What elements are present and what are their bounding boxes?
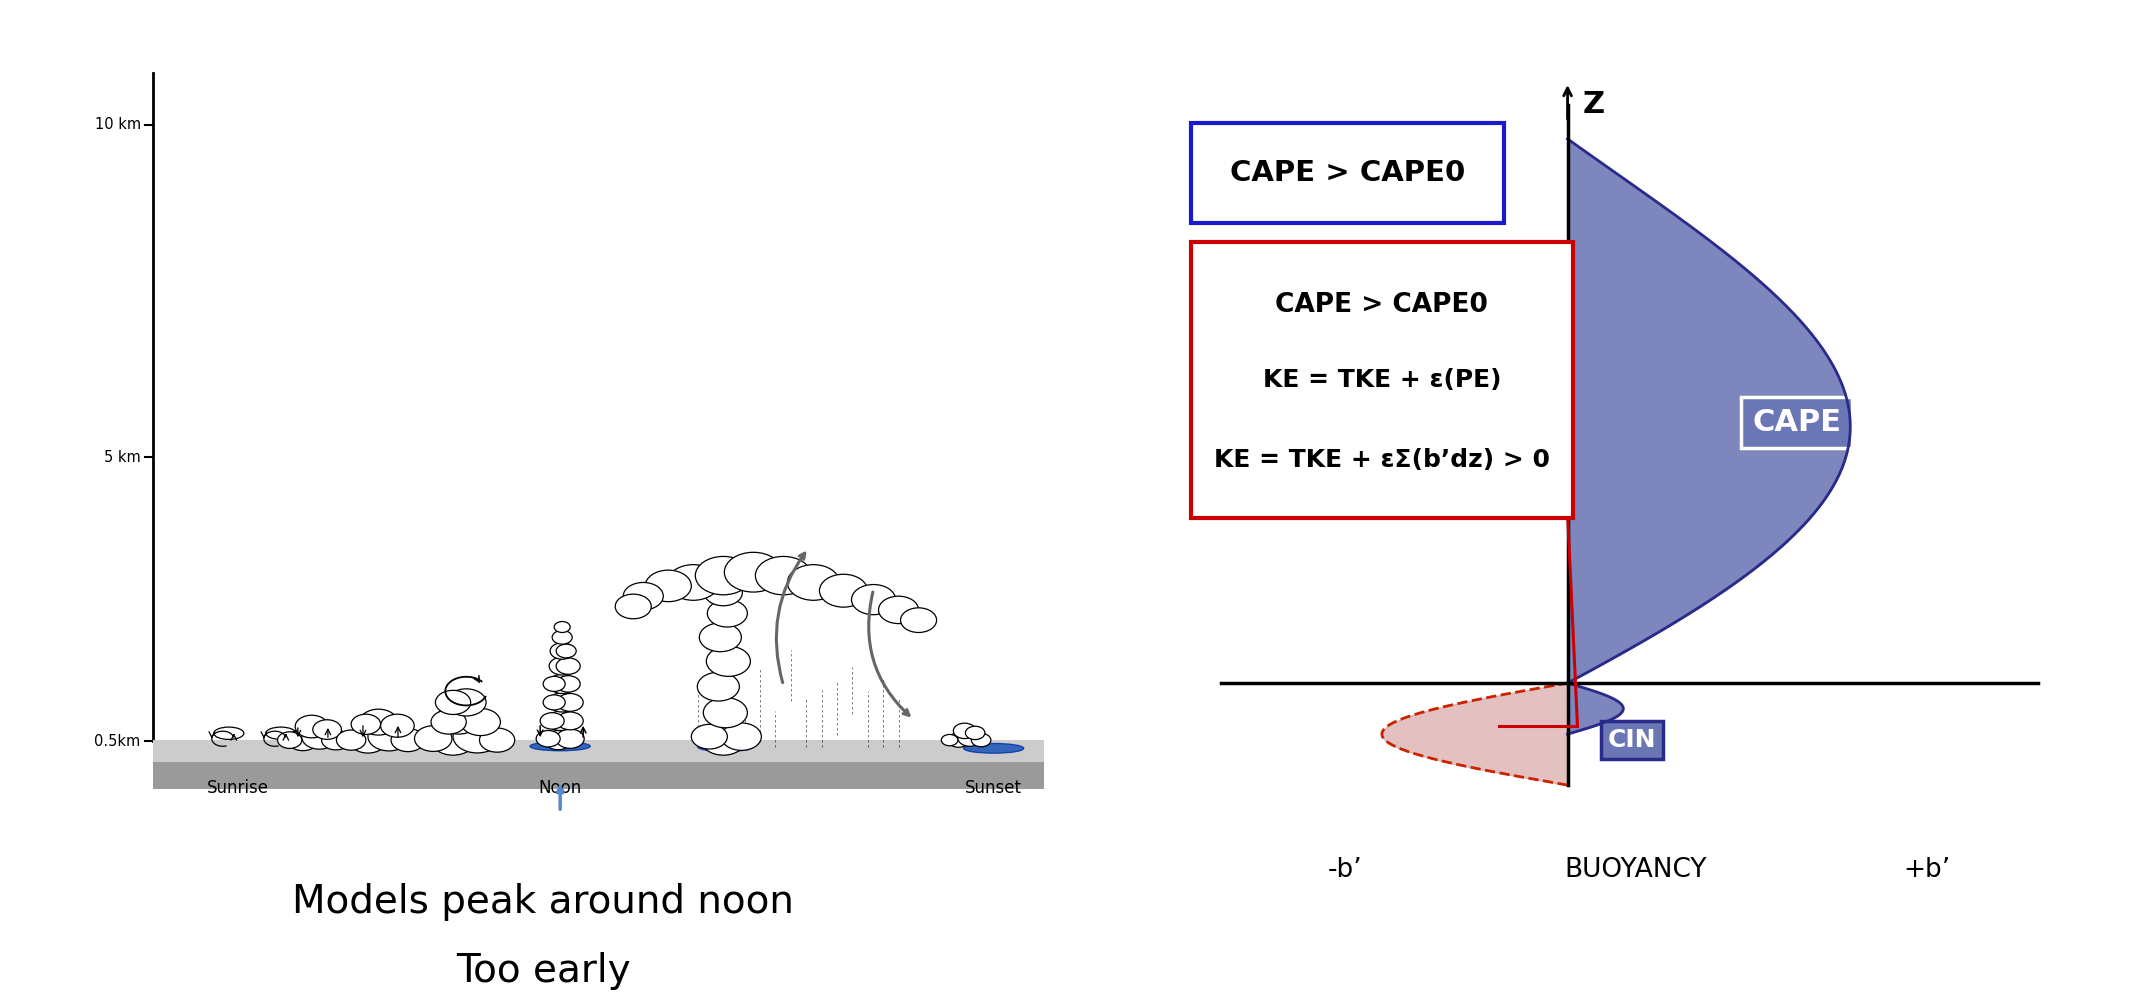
Circle shape <box>447 688 486 716</box>
Circle shape <box>699 623 741 652</box>
Bar <box>153 740 1054 762</box>
Circle shape <box>624 582 662 610</box>
FancyBboxPatch shape <box>1191 242 1572 518</box>
Circle shape <box>337 730 366 750</box>
Text: -b’: -b’ <box>1327 857 1363 883</box>
Text: KE = TKE + εΣ(b’dz) > 0: KE = TKE + εΣ(b’dz) > 0 <box>1214 447 1551 472</box>
Circle shape <box>552 631 573 644</box>
Circle shape <box>430 725 475 755</box>
Circle shape <box>392 728 424 752</box>
Text: Sunrise: Sunrise <box>207 779 268 798</box>
Circle shape <box>756 557 812 595</box>
Circle shape <box>381 714 413 737</box>
Circle shape <box>697 673 739 701</box>
Circle shape <box>707 646 750 677</box>
Text: CAPE > CAPE0: CAPE > CAPE0 <box>1231 159 1465 186</box>
Text: 10 km: 10 km <box>94 117 141 132</box>
Circle shape <box>547 675 577 693</box>
Text: CAPE: CAPE <box>1753 408 1840 436</box>
Circle shape <box>547 692 577 712</box>
Circle shape <box>901 608 937 633</box>
Circle shape <box>707 599 748 627</box>
Text: +b’: +b’ <box>1902 857 1951 883</box>
Text: CIN: CIN <box>1608 728 1657 752</box>
Circle shape <box>694 557 752 595</box>
Text: Noon: Noon <box>539 779 581 798</box>
Circle shape <box>537 730 560 747</box>
Circle shape <box>543 694 564 710</box>
Circle shape <box>667 564 720 600</box>
Circle shape <box>454 720 501 753</box>
Circle shape <box>296 715 328 738</box>
Circle shape <box>437 704 481 734</box>
Circle shape <box>724 553 782 592</box>
Text: 0.5km: 0.5km <box>94 734 141 749</box>
Ellipse shape <box>530 742 590 751</box>
Circle shape <box>351 714 381 734</box>
Ellipse shape <box>699 742 752 751</box>
Circle shape <box>554 622 571 633</box>
Text: CAPE > CAPE0: CAPE > CAPE0 <box>1276 293 1489 318</box>
Ellipse shape <box>963 744 1025 753</box>
Circle shape <box>558 712 584 730</box>
Circle shape <box>645 570 692 602</box>
Circle shape <box>703 697 748 728</box>
Ellipse shape <box>213 727 243 739</box>
Circle shape <box>701 725 745 755</box>
Circle shape <box>541 712 564 729</box>
Circle shape <box>878 596 918 624</box>
Circle shape <box>788 564 839 600</box>
Circle shape <box>820 574 867 607</box>
Text: Z: Z <box>1583 90 1604 119</box>
Circle shape <box>479 728 515 752</box>
Text: Models peak around noon: Models peak around noon <box>292 883 794 921</box>
Circle shape <box>556 676 579 692</box>
Circle shape <box>313 720 341 739</box>
Circle shape <box>550 643 575 660</box>
Circle shape <box>971 733 990 747</box>
Circle shape <box>722 723 760 750</box>
Circle shape <box>302 725 337 749</box>
Circle shape <box>958 730 982 746</box>
Circle shape <box>349 727 388 753</box>
Circle shape <box>415 726 452 751</box>
Text: 5 km: 5 km <box>104 449 141 464</box>
Circle shape <box>705 579 743 606</box>
Circle shape <box>550 657 575 675</box>
Circle shape <box>277 732 302 748</box>
FancyBboxPatch shape <box>1191 123 1504 223</box>
Circle shape <box>965 726 984 740</box>
Circle shape <box>543 730 573 750</box>
Circle shape <box>556 729 584 748</box>
Circle shape <box>941 734 958 746</box>
Text: Sunset: Sunset <box>965 779 1022 798</box>
Circle shape <box>288 729 317 751</box>
Ellipse shape <box>266 727 296 739</box>
Circle shape <box>322 730 349 750</box>
Circle shape <box>852 584 895 615</box>
Circle shape <box>543 677 564 691</box>
Circle shape <box>368 722 409 751</box>
Circle shape <box>460 708 501 736</box>
Circle shape <box>545 711 575 730</box>
Circle shape <box>692 724 726 749</box>
Text: Too early: Too early <box>456 952 630 990</box>
Circle shape <box>430 710 466 734</box>
Circle shape <box>954 723 976 739</box>
Text: KE = TKE + ε(PE): KE = TKE + ε(PE) <box>1263 368 1502 392</box>
Circle shape <box>556 644 577 658</box>
Circle shape <box>558 693 584 711</box>
Bar <box>153 759 1054 790</box>
Circle shape <box>556 658 579 675</box>
Circle shape <box>360 709 398 735</box>
Text: BUOYANCY: BUOYANCY <box>1563 857 1706 883</box>
Circle shape <box>435 690 471 714</box>
Circle shape <box>616 594 652 619</box>
Circle shape <box>948 733 969 747</box>
